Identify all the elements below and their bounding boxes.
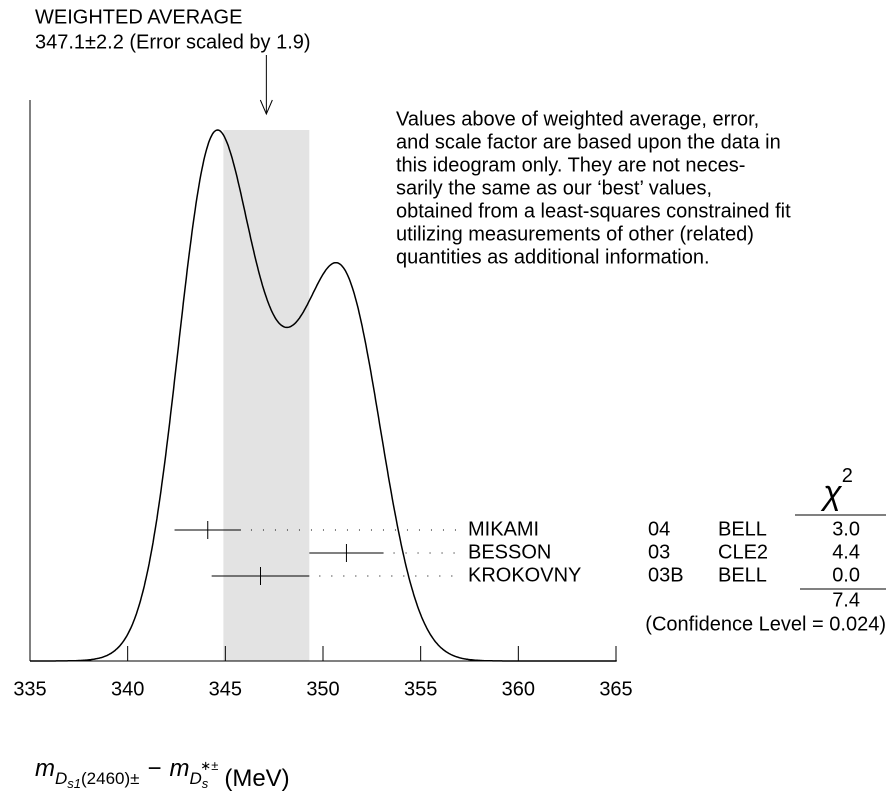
x-tick-label: 340 [111, 678, 144, 700]
year: 03B [648, 564, 684, 586]
xlabel-part: s [202, 776, 209, 791]
note-line: quantities as additional information. [396, 246, 710, 268]
xlabel-part: s1 [67, 776, 81, 791]
xlabel-part: D [190, 769, 202, 788]
note-line: Values above of weighted average, error, [396, 108, 759, 130]
chi2-header: χ2 [820, 465, 853, 512]
chart-subtitle: 347.1±2.2 (Error scaled by 1.9) [35, 31, 311, 53]
note-line: obtained from a least-squares constraine… [396, 200, 791, 222]
x-tick-label: 345 [209, 678, 242, 700]
year: 03 [648, 541, 670, 563]
author: MIKAMI [468, 518, 539, 540]
year: 04 [648, 518, 670, 540]
author: BESSON [468, 541, 551, 563]
ideogram-curve [30, 129, 616, 662]
chi2-symbol: χ [820, 474, 843, 512]
xlabel-part: ∗± [200, 758, 218, 773]
chi2-total: 7.4 [832, 589, 860, 611]
experiment: CLE2 [718, 541, 768, 563]
x-tick-label: 350 [306, 678, 339, 700]
xlabel-part: (MeV) [224, 765, 289, 792]
xlabel-part: m [170, 755, 190, 782]
chi2-value: 0.0 [832, 564, 860, 586]
xlabel-part: m [35, 755, 55, 782]
chi2-value: 4.4 [832, 541, 860, 563]
xlabel-part: (2460)± [81, 769, 139, 788]
x-tick-label: 360 [502, 678, 535, 700]
note-line: sarily the same as our ‘best’ values, [396, 177, 712, 199]
xlabel-part: − [148, 755, 162, 782]
experiment: BELL [718, 518, 767, 540]
x-tick-label: 365 [599, 678, 632, 700]
x-tick-label: 335 [13, 678, 46, 700]
chi2-sup: 2 [842, 465, 853, 487]
note-line: utilizing measurements of other (related… [396, 223, 754, 245]
x-axis-label: mDs1(2460)± − mDs∗± (MeV) [35, 755, 290, 792]
author: KROKOVNY [468, 564, 581, 586]
note-line: and scale factor are based upon the data… [396, 131, 781, 153]
note-line: this ideogram only. They are not neces- [396, 154, 745, 176]
chi2-value: 3.0 [832, 518, 860, 540]
experiment: BELL [718, 564, 767, 586]
confidence-level: (Confidence Level = 0.024) [645, 613, 886, 635]
average-band [223, 130, 310, 661]
average-arrow-head [259, 99, 273, 116]
background-layer [223, 130, 310, 661]
x-tick-label: 355 [404, 678, 437, 700]
xlabel-part: D [55, 769, 67, 788]
chart-title: WEIGHTED AVERAGE [35, 6, 242, 28]
